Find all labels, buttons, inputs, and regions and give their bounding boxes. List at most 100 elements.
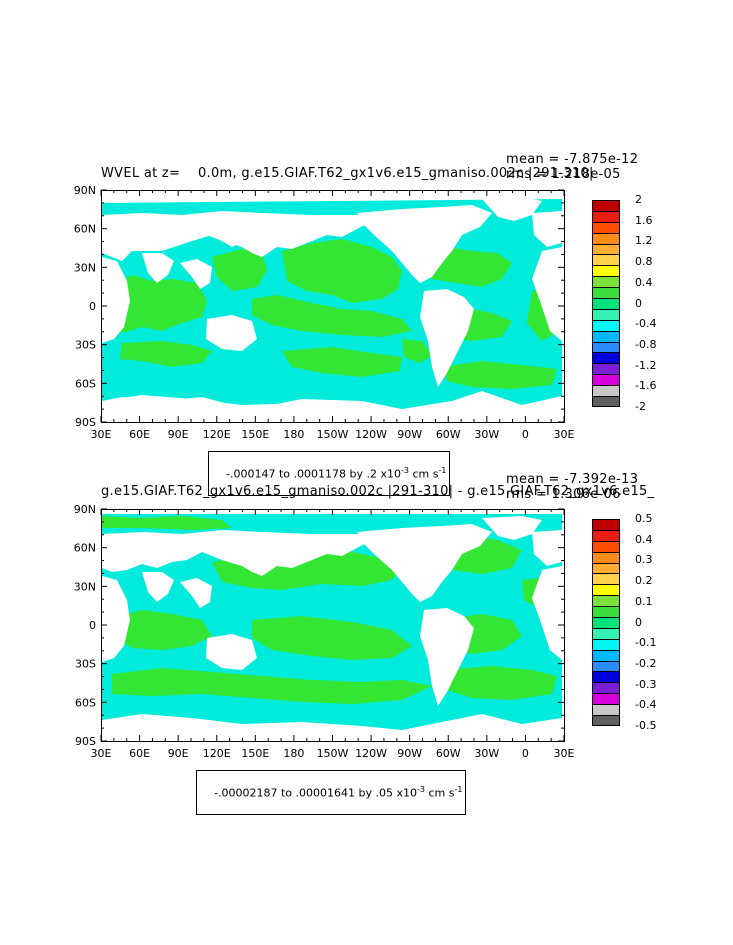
y-tick-label: 90S (75, 735, 96, 748)
x-tick-label: 90W (397, 428, 422, 441)
colorbar-label: 0.1 (635, 594, 653, 608)
colorbar-swatch (592, 298, 620, 309)
ocean-map (102, 191, 562, 422)
x-tick-label: 30E (91, 428, 112, 441)
x-tick-label: 120E (203, 428, 231, 441)
x-tick-label: 60W (436, 428, 461, 441)
x-tick-label: 30E (554, 747, 575, 760)
land-north-america (357, 524, 492, 602)
x-tick-label: 120W (355, 428, 387, 441)
colorbar-swatch (592, 540, 620, 552)
y-tick-label: 30N (74, 261, 96, 274)
ocean-green (442, 361, 557, 389)
x-tick-label: 30W (474, 747, 499, 760)
colorbar-swatch (592, 210, 620, 222)
land-north-america (357, 205, 492, 283)
colorbar-swatch (592, 671, 620, 683)
land-europe (532, 530, 562, 566)
colorbar-swatch (592, 595, 620, 607)
colorbar-label: 0.3 (635, 553, 653, 567)
range-units: cm s (424, 786, 455, 800)
colorbar-label: 0.5 (635, 512, 653, 525)
colorbar-swatch (592, 396, 620, 407)
colorbar-swatch (592, 287, 620, 299)
land-europe (532, 211, 562, 247)
ocean-green (212, 249, 267, 291)
ocean-green (112, 275, 207, 333)
colorbar-swatch (592, 265, 620, 277)
colorbar-swatch (592, 529, 620, 541)
colorbar-swatch (592, 254, 620, 266)
land-africa-east (532, 247, 562, 341)
land-africa (102, 257, 130, 343)
ocean-green (282, 347, 402, 377)
x-tick-label: 150W (317, 428, 349, 441)
colorbar-swatch (592, 374, 620, 386)
colorbar-swatch (592, 562, 620, 574)
map-plot (101, 190, 565, 423)
x-tick-label: 30E (554, 428, 575, 441)
ocean-green (442, 666, 557, 700)
x-tick-label: 150E (241, 747, 269, 760)
colorbar (592, 200, 620, 407)
colorbar-swatch (592, 704, 620, 716)
rms-label: rms = 1.218e-05 (506, 167, 621, 182)
y-tick-label: 0 (89, 300, 96, 313)
colorbar-label: -0.1 (635, 636, 657, 650)
y-tick-label: 90N (74, 184, 96, 197)
x-tick-label: 60E (129, 747, 150, 760)
range-text: -.000147 to .0001178 by .2 x10 (226, 467, 401, 481)
colorbar-label: 0 (635, 615, 642, 629)
colorbar-swatch (592, 627, 620, 639)
land-australia (206, 634, 257, 670)
panel-title: WVEL at z= 0.0m, g.e15.GIAF.T62_gx1v6.e1… (101, 166, 594, 181)
x-tick-label: 0 (522, 428, 529, 441)
colorbar-label: -0.2 (635, 656, 657, 670)
x-tick-label: 120E (203, 747, 231, 760)
colorbar-label: -0.4 (635, 317, 657, 331)
colorbar-label: 0 (635, 296, 642, 310)
colorbar-label: 0.8 (635, 255, 653, 269)
colorbar-label: -1.2 (635, 358, 657, 372)
land-india (142, 253, 174, 283)
land-antarctica (102, 714, 562, 741)
colorbar-swatch (592, 551, 620, 563)
colorbar-swatch (592, 573, 620, 585)
x-tick-label: 90W (397, 747, 422, 760)
map-plot (101, 509, 565, 742)
colorbar-label: 1.6 (635, 213, 653, 227)
x-tick-label: 150E (241, 428, 269, 441)
mean-label: mean = -7.875e-12 (506, 152, 639, 167)
land-asia (102, 211, 372, 257)
range-units-exponent: -1 (438, 466, 447, 475)
range-units-exponent: -1 (454, 785, 463, 794)
land-africa-east (532, 566, 562, 660)
colorbar-label: -1.6 (635, 379, 657, 393)
y-tick-label: 30S (75, 339, 96, 352)
colorbar-swatch (592, 638, 620, 650)
land-seasia (180, 578, 212, 608)
axes-panel-1: 30E 60E 90E 120E 150E 180 150W 120W 90W 60W 30W 0 30… (74, 184, 575, 441)
colorbar-swatch (592, 682, 620, 694)
panel-1: mean = -7.875e-12 rms = 1.218e-05 WVEL a… (0, 0, 733, 496)
ocean-green (112, 610, 212, 650)
y-tick-label: 60S (75, 696, 96, 709)
colorbar-swatch (592, 319, 620, 331)
colorbar-swatch (592, 200, 620, 211)
ocean-green (252, 616, 412, 660)
land-antarctica (102, 395, 562, 422)
y-tick-label: 60S (75, 377, 96, 390)
colorbar-label: 0.4 (635, 532, 653, 546)
y-tick-label: 60N (74, 542, 96, 555)
land-africa (102, 576, 130, 662)
colorbar-swatch (592, 385, 620, 397)
ocean-green (120, 341, 212, 367)
land-seasia (180, 259, 212, 289)
colorbar-swatch (592, 617, 620, 628)
colorbar-swatch (592, 232, 620, 244)
colorbar-swatch (592, 276, 620, 288)
land-india (142, 572, 174, 602)
x-tick-label: 60W (436, 747, 461, 760)
